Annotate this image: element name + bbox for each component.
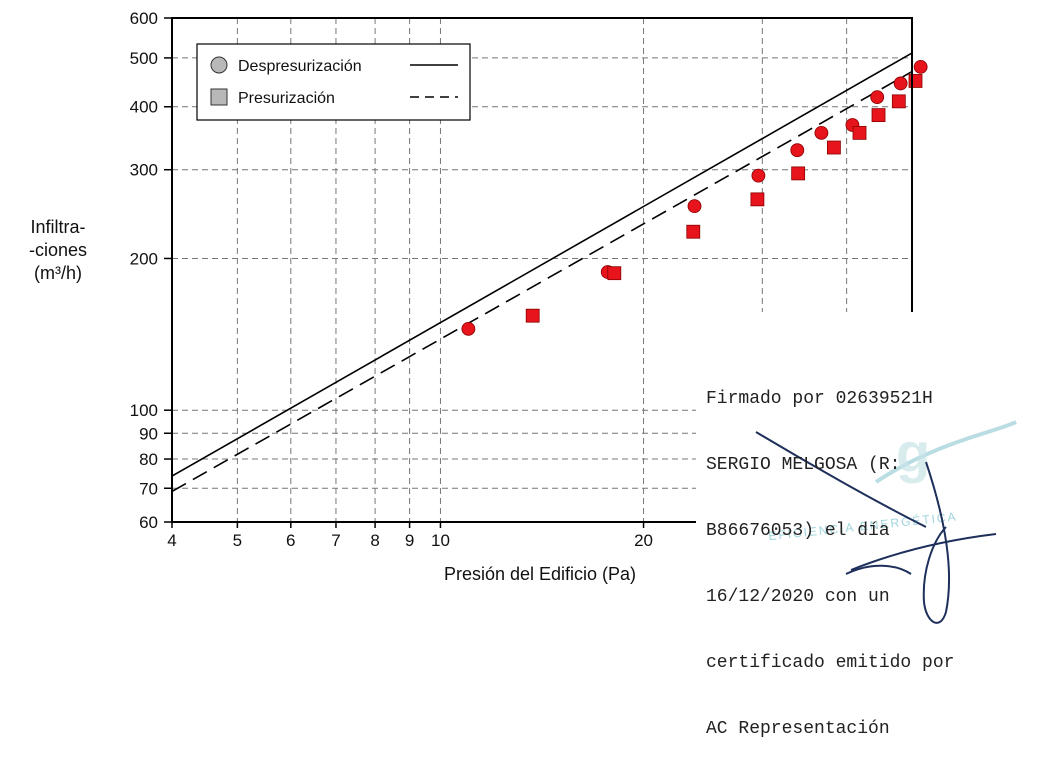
fit-line-presurizacion [172, 70, 912, 493]
x-tick-label: 10 [431, 531, 450, 550]
y-tick-label: 600 [130, 9, 158, 28]
handwritten-signature [755, 431, 997, 624]
point-despresurizacion [687, 199, 702, 214]
signature-line-2: SERGIO MELGOSA (R: [706, 455, 901, 475]
chart: 45678910203060708090100200300400500600 D… [29, 9, 928, 584]
y-tick-label: 500 [130, 49, 158, 68]
point-presurizacion [826, 140, 841, 155]
point-despresurizacion [814, 125, 829, 140]
point-despresurizacion [893, 76, 908, 91]
y-tick-label: 90 [139, 424, 158, 443]
y-tick-label: 200 [130, 249, 158, 268]
x-tick-label: 6 [286, 531, 295, 550]
point-presurizacion [607, 266, 622, 281]
point-presurizacion [791, 166, 806, 181]
stamp-logo-arc [874, 420, 1017, 484]
fit-lines [172, 52, 912, 493]
y-tick-label: 400 [130, 98, 158, 117]
y-tick-label: 80 [139, 450, 158, 469]
signature-line-1: Firmado por 02639521H [706, 389, 933, 409]
x-tick-label: 5 [233, 531, 242, 550]
y-tick-label: 60 [139, 513, 158, 532]
signature-line-6: AC Representación [706, 719, 890, 739]
point-presurizacion [871, 108, 886, 123]
signature-stroke-3 [922, 461, 951, 624]
signature-stroke-2 [850, 533, 997, 571]
y-axis-title-line-3: (m³/h) [34, 263, 82, 283]
plot-frame [171, 17, 913, 523]
data-points [461, 59, 928, 336]
point-despresurizacion [751, 168, 766, 183]
legend: Despresurización Presurización [196, 43, 471, 121]
fit-line-despresurizacion [172, 52, 912, 477]
signature-line-5: certificado emitido por [706, 653, 955, 673]
legend-marker-square [210, 88, 228, 106]
y-tick-label: 100 [130, 401, 158, 420]
signature-stroke-4 [845, 564, 912, 575]
point-despresurizacion [461, 321, 476, 336]
point-presurizacion [908, 74, 923, 88]
x-tick-label: 20 [634, 531, 653, 550]
point-despresurizacion [870, 90, 885, 105]
x-tick-label: 4 [167, 531, 176, 550]
y-axis-title-line-1: Infiltra- [30, 217, 85, 237]
point-presurizacion [525, 308, 540, 323]
x-tick-label: 9 [405, 531, 414, 550]
stamp-graphic: g EFICIENCIA ENERGÉTICA [755, 420, 1017, 624]
legend-marker-circle [210, 56, 228, 74]
signature-stroke-1 [755, 431, 927, 528]
y-tick-label: 70 [139, 479, 158, 498]
legend-label: Presurización [238, 90, 335, 107]
signature-line-3: B86676053) el día [706, 521, 890, 541]
y-axis-title-line-2: -ciones [29, 240, 87, 260]
point-despresurizacion [913, 59, 928, 74]
x-tick-label: 8 [370, 531, 379, 550]
stamp-logo-mark: g [896, 421, 930, 484]
signature-line-4: 16/12/2020 con un [706, 587, 890, 607]
x-axis-title: Presión del Edificio (Pa) [444, 564, 636, 584]
point-presurizacion [852, 125, 867, 140]
point-presurizacion [686, 224, 701, 239]
x-tick-label: 7 [331, 531, 340, 550]
digital-signature-text: Firmado por 02639521H SERGIO MELGOSA (R:… [706, 344, 954, 762]
legend-label: Despresurización [238, 58, 362, 75]
point-presurizacion [891, 94, 906, 109]
axis-titles: Presión del Edificio (Pa) Infiltra- -cio… [29, 217, 636, 584]
point-despresurizacion [790, 143, 805, 158]
point-presurizacion [750, 192, 765, 207]
y-tick-label: 300 [130, 161, 158, 180]
legend-box [196, 43, 471, 121]
signature-background [696, 312, 1036, 632]
